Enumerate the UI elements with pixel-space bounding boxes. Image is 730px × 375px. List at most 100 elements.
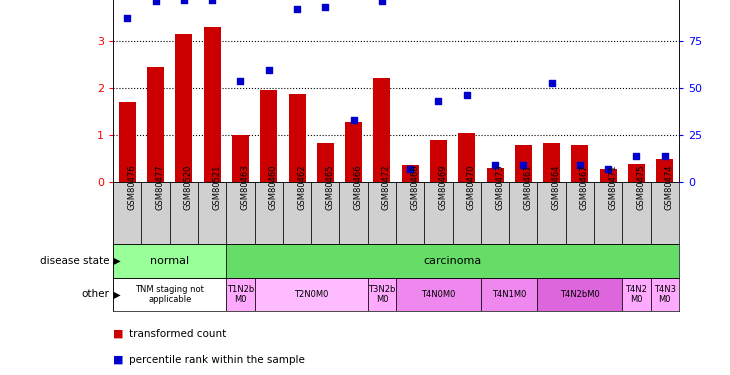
Bar [566, 182, 594, 244]
Point [489, 162, 501, 168]
Text: ▶: ▶ [110, 290, 120, 299]
Point [234, 78, 246, 84]
Text: GSM80474: GSM80474 [665, 164, 674, 210]
Text: T4N3
M0: T4N3 M0 [654, 285, 676, 304]
Bar [594, 182, 623, 244]
Text: T4N2bM0: T4N2bM0 [560, 290, 600, 299]
Bar [261, 90, 277, 182]
Text: ■: ■ [113, 355, 123, 365]
Bar [226, 278, 255, 311]
Bar [600, 169, 617, 182]
Bar [515, 146, 532, 182]
Bar [623, 278, 650, 311]
Point [574, 162, 585, 168]
Point [404, 166, 416, 172]
Point [433, 98, 445, 104]
Bar [430, 140, 447, 182]
Bar [424, 182, 453, 244]
Bar [142, 182, 170, 244]
Bar [283, 182, 311, 244]
Text: GSM80477: GSM80477 [155, 164, 164, 210]
Bar [232, 135, 249, 182]
Bar [572, 146, 588, 182]
Text: T4N2
M0: T4N2 M0 [626, 285, 648, 304]
Text: T4N1M0: T4N1M0 [492, 290, 526, 299]
Text: GSM80460: GSM80460 [269, 164, 277, 210]
Bar [113, 182, 142, 244]
Bar [175, 34, 193, 182]
Text: normal: normal [150, 256, 189, 266]
Point [207, 0, 218, 3]
Point [320, 4, 331, 10]
Text: GSM80461: GSM80461 [523, 164, 532, 210]
Text: GSM80520: GSM80520 [184, 164, 193, 210]
Point [263, 68, 274, 74]
Text: GSM80476: GSM80476 [127, 164, 137, 210]
Bar [288, 94, 306, 182]
Bar [368, 278, 396, 311]
Text: other: other [82, 290, 110, 299]
Point [461, 92, 472, 98]
Bar [226, 182, 255, 244]
Text: GSM80469: GSM80469 [439, 164, 447, 210]
Text: percentile rank within the sample: percentile rank within the sample [129, 355, 305, 365]
Text: GSM80467: GSM80467 [580, 164, 589, 210]
Text: GSM80470: GSM80470 [466, 164, 476, 210]
Bar [453, 182, 481, 244]
Text: GSM80462: GSM80462 [297, 164, 306, 210]
Point [121, 15, 133, 21]
Text: carcinoma: carcinoma [423, 256, 482, 266]
Bar [204, 27, 220, 182]
Bar [623, 182, 650, 244]
Bar [396, 278, 481, 311]
Bar [311, 182, 339, 244]
Bar [374, 78, 391, 182]
Text: disease state: disease state [40, 256, 110, 266]
Text: ▶: ▶ [110, 256, 120, 266]
Text: T1N2b
M0: T1N2b M0 [227, 285, 254, 304]
Bar [537, 278, 623, 311]
Bar [458, 133, 475, 182]
Text: T4N0M0: T4N0M0 [421, 290, 456, 299]
Bar [198, 182, 226, 244]
Bar [317, 143, 334, 182]
Bar [628, 164, 645, 182]
Bar [487, 168, 504, 182]
Point [150, 0, 161, 4]
Bar [481, 182, 510, 244]
Bar [226, 244, 679, 278]
Bar [119, 102, 136, 182]
Text: GSM80466: GSM80466 [353, 164, 363, 210]
Bar [255, 278, 368, 311]
Bar [402, 165, 419, 182]
Text: GSM80471: GSM80471 [608, 164, 617, 210]
Text: GSM80472: GSM80472 [382, 164, 391, 210]
Text: TNM staging not
applicable: TNM staging not applicable [135, 285, 204, 304]
Point [659, 153, 671, 159]
Text: GSM80468: GSM80468 [410, 164, 419, 210]
Bar [368, 182, 396, 244]
Text: GSM80464: GSM80464 [552, 164, 561, 210]
Bar [255, 182, 283, 244]
Point [291, 6, 303, 12]
Text: GSM80465: GSM80465 [326, 164, 334, 210]
Bar [510, 182, 537, 244]
Point [376, 0, 388, 4]
Bar [650, 182, 679, 244]
Bar [537, 182, 566, 244]
Text: GSM80521: GSM80521 [212, 164, 221, 210]
Bar [481, 278, 537, 311]
Bar [650, 278, 679, 311]
Text: T3N2b
M0: T3N2b M0 [368, 285, 396, 304]
Bar [345, 122, 362, 182]
Bar [147, 67, 164, 182]
Bar [170, 182, 198, 244]
Text: GSM80473: GSM80473 [495, 164, 504, 210]
Bar [543, 143, 560, 182]
Point [178, 0, 190, 3]
Point [602, 166, 614, 172]
Bar [113, 244, 226, 278]
Point [546, 81, 558, 87]
Point [631, 153, 642, 159]
Bar [396, 182, 424, 244]
